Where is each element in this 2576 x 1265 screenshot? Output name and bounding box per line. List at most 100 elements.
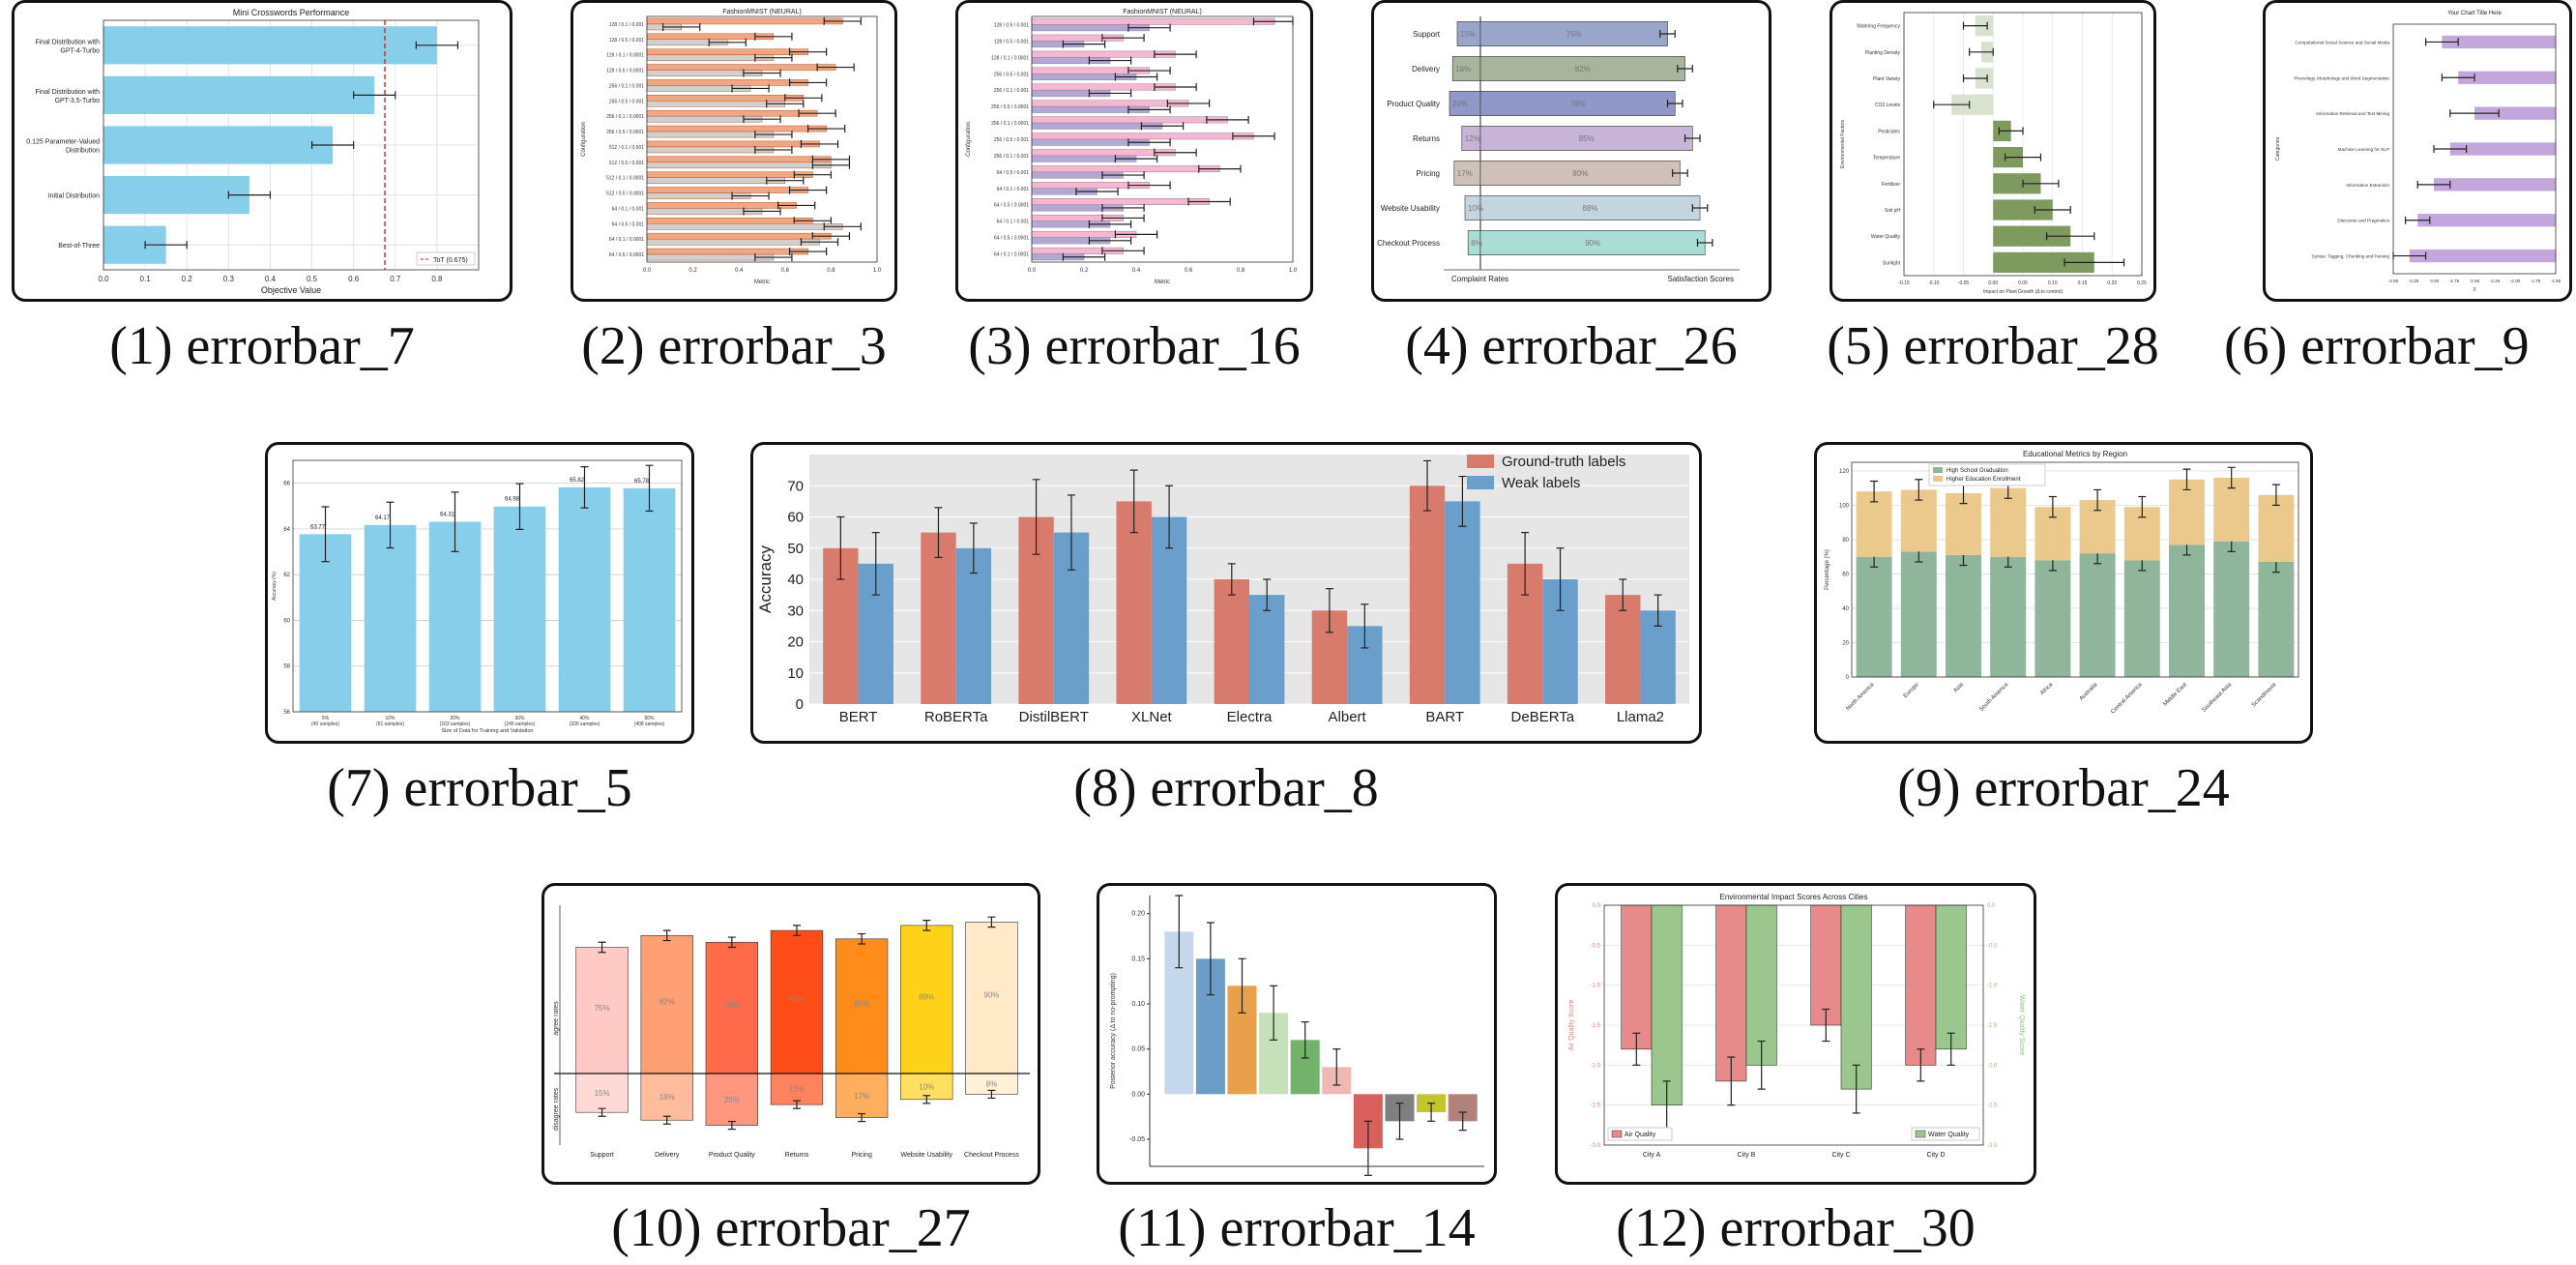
caption-errorbar-7: (1) errorbar_7: [109, 316, 415, 376]
x-tick-label: North America: [1845, 682, 1876, 713]
bar-agree: [705, 941, 759, 1074]
x-tick-label: (81 samples): [376, 721, 404, 727]
bar-satisfaction: [1479, 56, 1685, 81]
x-tick-label: -2.50: [2470, 279, 2480, 283]
caption-errorbar-5: (7) errorbar_5: [327, 758, 632, 818]
x-tick-label: Central America: [2110, 682, 2144, 716]
x-tick-label: 0.25: [2137, 280, 2147, 286]
x-tick-label: 0.05: [2018, 280, 2028, 286]
panel-errorbar-24: Educational Metrics by Region 0 20 40 60 80 10…: [1814, 442, 2313, 744]
bar: [623, 487, 676, 712]
bar-agree: [900, 925, 953, 1074]
y-tick-label-right: -2.5: [1987, 1103, 1998, 1109]
data-label: 10%: [1468, 204, 1483, 213]
data-label: 82%: [1575, 65, 1591, 74]
y-tick-label: 50: [787, 541, 804, 557]
bar: [646, 156, 832, 163]
y-tick-label: Sunlight: [1883, 260, 1901, 266]
bar: [646, 125, 827, 132]
legend-label: Ground-truth labels: [1502, 454, 1625, 470]
y-tick-label: Computational Social Science and Social …: [2295, 40, 2389, 44]
x-tick-label: 0.0: [98, 275, 109, 283]
y-tick-label: CO2 Levels: [1875, 103, 1901, 108]
x-tick-label: Asia: [1952, 682, 1965, 694]
bar: [1856, 556, 1892, 677]
data-label: 63.77: [310, 524, 326, 530]
bar: [103, 126, 334, 164]
y-tick-label: 64 / 0.5 / 0.001: [612, 221, 645, 227]
x-tick-label: City B: [1738, 1152, 1756, 1159]
y-tick-label: Final Distribution with: [35, 89, 100, 96]
legend-label: Air Quality: [1625, 1132, 1656, 1138]
x-tick-label: 0.7: [390, 275, 401, 283]
x-tick-label: 40%: [579, 716, 590, 721]
x-tick-label: 0.8: [431, 275, 443, 283]
bar: [2079, 553, 2116, 677]
caption-errorbar-8: (8) errorbar_8: [1073, 758, 1379, 818]
data-label: 78%: [1570, 100, 1586, 108]
x-tick-label: City A: [1643, 1152, 1661, 1159]
y-tick-label: 256 / 0.5 / 0.0001: [606, 130, 644, 135]
x-tick-label: XLNet: [1131, 709, 1173, 725]
bar: [1249, 595, 1285, 704]
y-tick-label: 64 / 0.5 / 0.0001: [994, 236, 1029, 242]
x-tick-label: -2.75: [2449, 279, 2460, 283]
x-tick-label: 0.1: [140, 275, 152, 283]
legend-label: Water Quality: [1928, 1132, 1970, 1138]
y-tick-label: Returns: [1413, 134, 1440, 143]
bar: [2417, 214, 2556, 227]
x-tick-label: 0.0: [1028, 268, 1037, 274]
data-label: 82%: [659, 998, 675, 1007]
bar-disagree: [575, 1073, 629, 1113]
x-tick-label: South America: [1978, 682, 2009, 713]
y-tick-label: 256 / 0.5 / 0.001: [994, 137, 1029, 143]
chart-title: FashionMNIST (NEURAL): [722, 9, 802, 15]
x-tick-label: 0.00: [1988, 280, 1998, 286]
bar: [1745, 904, 1777, 1066]
y-tick-label-right: -0.5: [1987, 943, 1998, 949]
caption-errorbar-14: (11) errorbar_14: [1118, 1198, 1476, 1258]
bar: [428, 521, 482, 712]
y-tick-label: Pesticides: [1878, 129, 1900, 134]
data-label: 20%: [1452, 100, 1468, 108]
y-axis-label-left: Air Quality Score: [1568, 1000, 1575, 1051]
data-label: 88%: [919, 992, 934, 1001]
caption-errorbar-30: (12) errorbar_30: [1616, 1198, 1976, 1258]
bar: [1900, 551, 1937, 677]
chart-title: Your Chart Title Here: [2447, 11, 2502, 16]
bar: [1031, 17, 1275, 25]
x-tick-label: 0.10: [2048, 280, 2058, 286]
y-tick-label: 0.00: [1131, 1091, 1145, 1098]
y-tick-label: Information Extraction: [2346, 183, 2389, 188]
x-tick-label: 0.2: [182, 275, 193, 283]
y-tick-label: Product Quality: [1387, 100, 1440, 108]
data-label: 12%: [1465, 134, 1480, 143]
data-label: 64.17: [375, 515, 391, 521]
bar: [1605, 595, 1641, 704]
y-tick-label: Support: [1413, 30, 1441, 39]
data-label: 85%: [1579, 134, 1595, 143]
x-tick-label: BART: [1425, 709, 1464, 725]
legend-swatch: [1467, 455, 1494, 468]
y-tick-label: 256 / 0.1 / 0.0001: [606, 114, 644, 120]
y-tick-label: Machine Learning for NLP: [2338, 147, 2389, 152]
data-label: 8%: [986, 1080, 998, 1089]
bar: [646, 223, 843, 230]
x-axis-label: Objective Value: [261, 285, 321, 295]
y-tick-label: Information Retrieval and Text Mining: [2316, 111, 2389, 116]
x-tick-label: -2.25: [2490, 279, 2501, 283]
data-label: 75%: [595, 1004, 610, 1013]
bar: [646, 177, 786, 184]
x-tick-label: (326 samples): [570, 721, 600, 727]
legend-swatch: [1933, 467, 1943, 473]
x-tick-label: 1.0: [873, 268, 882, 274]
data-label: 65.82: [570, 478, 585, 484]
data-label: 18%: [659, 1093, 675, 1102]
x-tick-label: Europe: [1903, 682, 1920, 699]
y-tick-label: Phonology, Morphology and Word Segmentat…: [2294, 75, 2389, 80]
bar: [1651, 904, 1683, 1105]
x-tick-label: City D: [1926, 1152, 1945, 1159]
bar: [1031, 198, 1210, 205]
bar: [1031, 83, 1176, 91]
y-tick-label: Water Quality: [1871, 234, 1901, 240]
